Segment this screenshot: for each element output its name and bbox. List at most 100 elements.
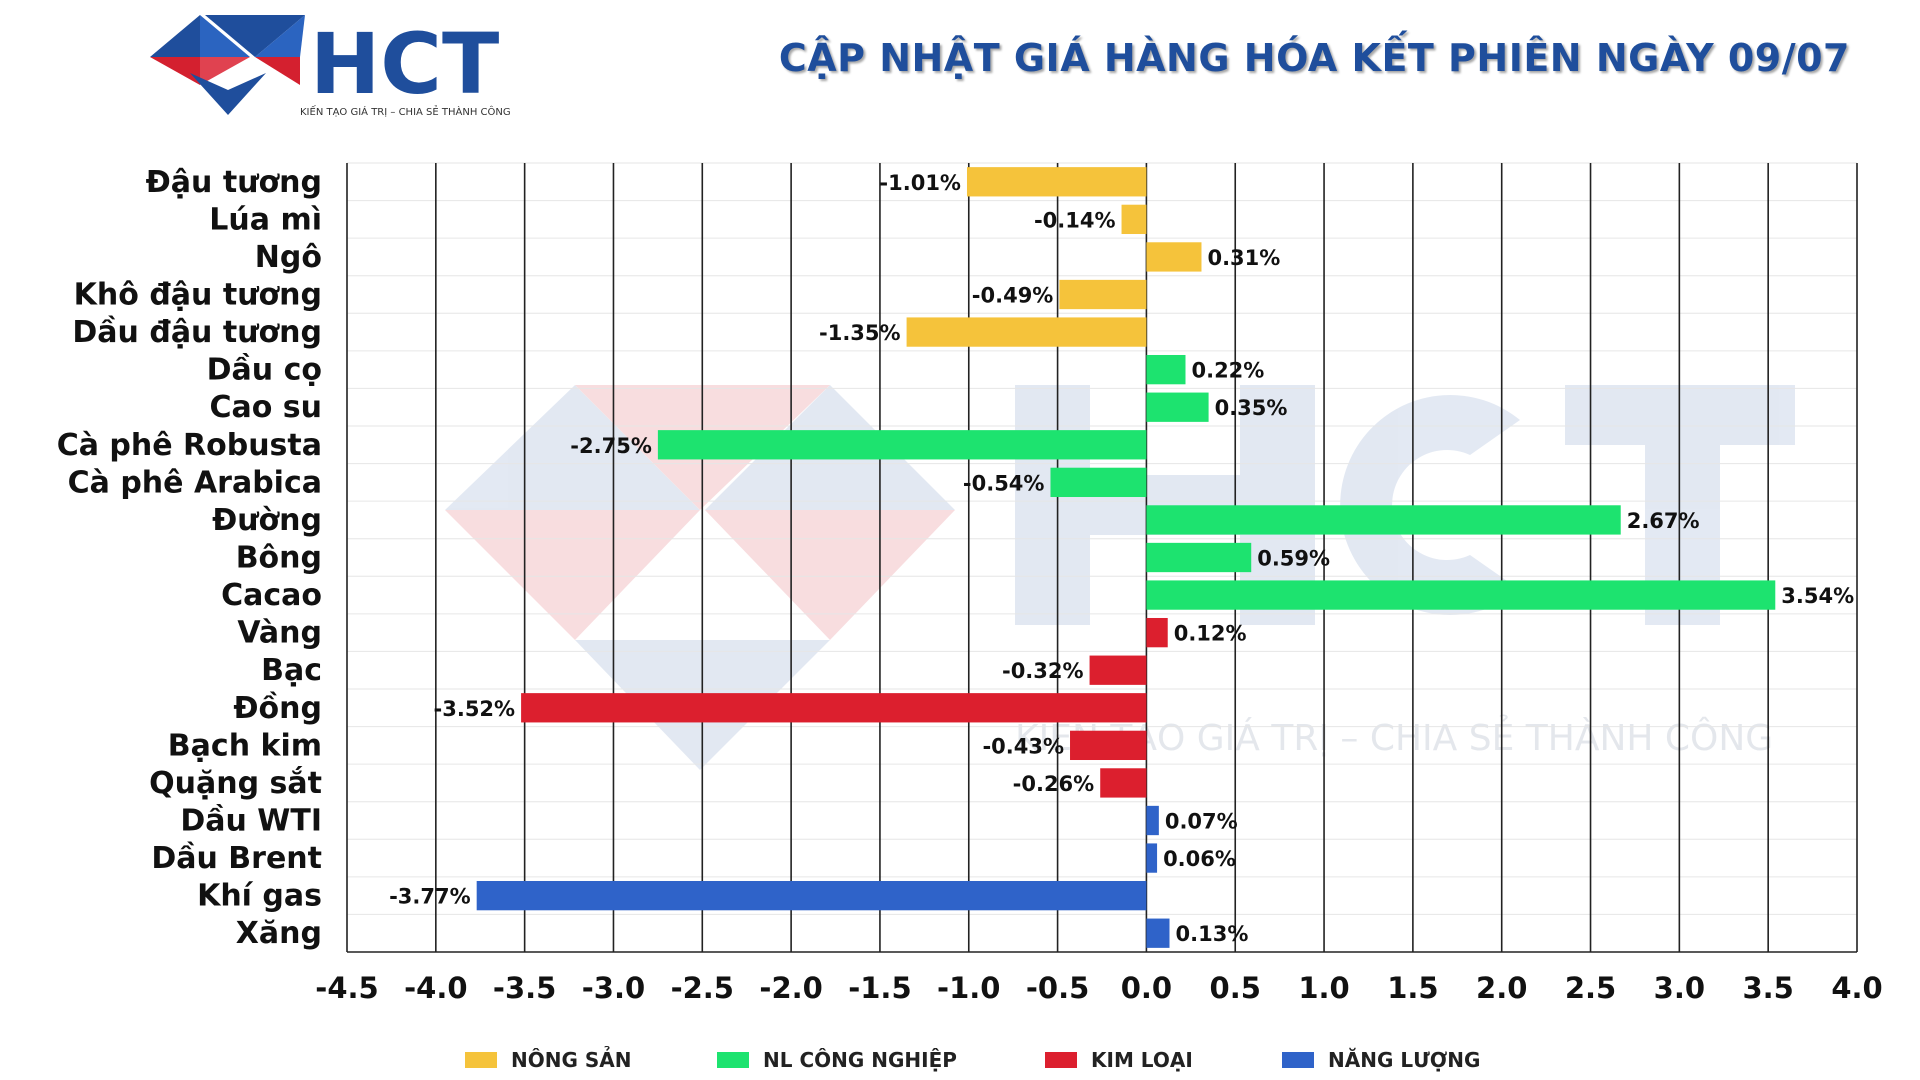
data-label: 0.31%	[1207, 246, 1280, 270]
category-label: Khô đậu tương	[74, 278, 322, 313]
watermark-diamond-left-top	[445, 385, 700, 510]
data-label: 0.07%	[1165, 810, 1238, 834]
x-tick-label: -4.0	[404, 971, 467, 1005]
x-tick-label: -1.5	[848, 971, 911, 1005]
bar-18	[1146, 843, 1158, 873]
data-label: -3.52%	[434, 697, 516, 721]
bar-11	[1146, 580, 1776, 610]
x-tick-label: 2.5	[1565, 971, 1616, 1005]
legend-swatch	[1282, 1052, 1314, 1068]
legend-swatch	[1045, 1052, 1077, 1068]
x-tick-label: -3.5	[493, 971, 556, 1005]
logo-tagline: KIẾN TẠO GIÁ TRỊ – CHIA SẺ THÀNH CÔNG	[300, 104, 511, 118]
x-tick-label: -1.0	[937, 971, 1000, 1005]
category-label: Cacao	[221, 578, 322, 613]
x-tick-label: 4.0	[1831, 971, 1882, 1005]
data-label: -1.35%	[819, 321, 901, 345]
bar-17	[1146, 805, 1159, 836]
data-label: -0.54%	[963, 471, 1045, 495]
category-label: Đậu tương	[146, 165, 322, 200]
category-label: Dầu WTI	[180, 804, 322, 839]
x-tick-label: 2.0	[1476, 971, 1527, 1005]
x-tick-label: 0.5	[1210, 971, 1261, 1005]
watermark-letter-c	[1340, 394, 1520, 615]
data-label: 0.22%	[1191, 359, 1264, 383]
category-label: Cà phê Arabica	[68, 465, 322, 500]
bar-20	[1146, 918, 1170, 948]
x-tick-label: -2.5	[671, 971, 734, 1005]
x-tick-label: -0.5	[1026, 971, 1089, 1005]
data-label: -3.77%	[389, 885, 471, 909]
data-label: 0.12%	[1174, 622, 1247, 646]
data-label: -1.01%	[879, 171, 961, 195]
data-label: 2.67%	[1627, 509, 1700, 533]
bar-4	[906, 317, 1147, 347]
category-label: Bạch kim	[168, 728, 322, 763]
bar-7	[657, 430, 1147, 460]
x-axis-tick-labels: -4.5 -4.0 -3.5 -3.0 -2.5 -2.0 -1.5 -1.0 -0.5 0.0 0…	[315, 971, 1882, 1005]
legend-label: NÔNG SẢN	[511, 1047, 631, 1072]
bar-5	[1146, 354, 1186, 385]
bar-2	[1146, 242, 1202, 272]
legend-swatch	[717, 1052, 749, 1068]
category-label: Bông	[236, 541, 322, 576]
data-label: -0.43%	[982, 734, 1064, 758]
legend-label: NL CÔNG NGHIỆP	[763, 1048, 957, 1072]
data-label: -0.14%	[1034, 208, 1116, 232]
x-tick-label: 3.0	[1654, 971, 1705, 1005]
bar-8	[1050, 467, 1147, 498]
legend-label: NĂNG LƯỢNG	[1328, 1048, 1480, 1072]
bar-19	[476, 880, 1147, 911]
legend: NÔNG SẢN NL CÔNG NGHIỆP KIM LOẠI NĂNG LƯỢNG	[465, 1047, 1480, 1072]
bar-14	[521, 693, 1147, 723]
data-label: 0.59%	[1257, 547, 1330, 571]
category-label: Lúa mì	[209, 202, 322, 237]
category-label: Ngô	[255, 240, 322, 275]
x-tick-label: 3.5	[1742, 971, 1793, 1005]
bar-6	[1146, 392, 1209, 422]
category-label: Dầu cọ	[207, 353, 322, 388]
category-label: Đường	[212, 503, 322, 538]
watermark-letter-h-left	[1015, 385, 1090, 625]
category-label: Quặng sắt	[149, 765, 322, 801]
bar-10	[1146, 542, 1252, 573]
category-label: Cao su	[209, 390, 322, 425]
category-label: Khí gas	[197, 879, 322, 914]
data-labels: -1.01% -0.14% 0.31% -0.49% -1.35% 0.22% 0.35% -…	[389, 171, 1854, 946]
x-tick-label: -4.5	[315, 971, 378, 1005]
data-label: 0.35%	[1215, 396, 1288, 420]
data-label: -0.49%	[972, 284, 1054, 308]
category-label: Cà phê Robusta	[57, 428, 322, 463]
bar-16	[1100, 768, 1147, 798]
bar-0	[966, 167, 1147, 197]
logo-text: HCT	[310, 15, 499, 113]
bar-15	[1070, 730, 1147, 761]
x-tick-label: -3.0	[582, 971, 645, 1005]
category-label: Vàng	[237, 616, 322, 651]
data-label: -2.75%	[570, 434, 652, 458]
x-tick-label: -2.0	[759, 971, 822, 1005]
watermark-red-left	[445, 510, 700, 640]
data-label: 3.54%	[1781, 584, 1854, 608]
x-tick-label: 0.0	[1121, 971, 1172, 1005]
category-label: Xăng	[236, 916, 322, 951]
bar-1	[1121, 204, 1147, 235]
data-label: 0.13%	[1176, 922, 1249, 946]
legend-swatch	[465, 1052, 497, 1068]
hct-logo: HCT KIẾN TẠO GIÁ TRỊ – CHIA SẺ THÀNH CÔN…	[150, 15, 511, 118]
watermark-red-right	[705, 510, 955, 640]
category-label: Dầu Brent	[151, 841, 322, 876]
chart-title: CẬP NHẬT GIÁ HÀNG HÓA KẾT PHIÊN NGÀY 09/…	[778, 36, 1850, 80]
category-label: Dầu đậu tương	[72, 315, 322, 350]
bar-12	[1146, 617, 1168, 648]
category-label: Đồng	[233, 691, 322, 726]
x-tick-label: 1.5	[1387, 971, 1438, 1005]
bar-3	[1059, 279, 1147, 310]
bars	[476, 167, 1776, 948]
legend-label: KIM LOẠI	[1091, 1048, 1193, 1072]
bar-9	[1146, 505, 1621, 535]
x-tick-label: 1.0	[1298, 971, 1349, 1005]
data-label: -0.26%	[1013, 772, 1095, 796]
